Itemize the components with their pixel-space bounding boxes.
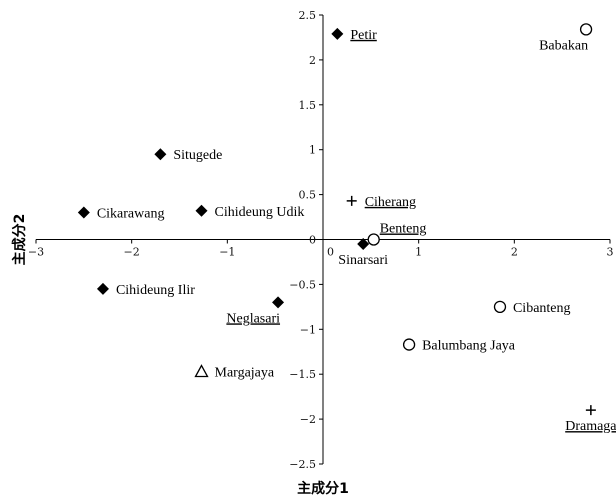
- point-ciherang: Ciherang: [346, 195, 416, 210]
- point-cihideung-ilir: Cihideung Ilir: [96, 282, 195, 298]
- point-label: Neglasari: [226, 311, 280, 326]
- plus-marker: [346, 195, 357, 206]
- point-label: Dramaga: [565, 419, 616, 434]
- y-ticks: 2.5 2 1.5 1 0.5 0 −0.5 −1 −1.5 −2 −2.5: [289, 9, 323, 471]
- y-tick-label: −2.5: [289, 458, 316, 471]
- x-tick-label: −3: [28, 246, 44, 259]
- point-sinarsari: Sinarsari: [338, 237, 388, 268]
- circle-marker: [493, 300, 507, 314]
- y-tick-label: 2: [309, 54, 316, 67]
- diamond-marker: [357, 237, 370, 250]
- point-label: Ciherang: [365, 195, 416, 210]
- x-tick-label: 1: [415, 246, 422, 259]
- point-balumbang-jaya: Balumbang Jaya: [402, 338, 516, 354]
- point-label: Cihideung Udik: [215, 205, 305, 220]
- point-margajaya: Margajaya: [194, 364, 275, 381]
- y-tick-label: 2.5: [299, 9, 317, 22]
- x-tick-label: −2: [124, 246, 140, 259]
- circle-marker: [402, 338, 416, 351]
- point-label: Cikarawang: [97, 207, 165, 222]
- circle-marker: [579, 23, 593, 36]
- y-tick-label: −1: [300, 323, 316, 336]
- point-cikarawang: Cikarawang: [77, 206, 165, 222]
- point-label: Babakan: [539, 38, 588, 53]
- point-cibanteng: Cibanteng: [493, 300, 571, 316]
- y-tick-label: 1.5: [299, 99, 317, 112]
- y-tick-label: −0.5: [289, 278, 316, 291]
- y-tick-label: −2: [300, 413, 316, 426]
- point-label: Situgede: [173, 148, 222, 163]
- circle-marker: [367, 233, 380, 246]
- diamond-marker: [154, 148, 167, 161]
- diamond-marker: [272, 296, 285, 309]
- plus-marker: [585, 405, 596, 416]
- x-axis-title: 主成分1: [297, 480, 349, 497]
- point-neglasari: Neglasari: [226, 296, 285, 326]
- y-tick-label: −1.5: [289, 368, 316, 381]
- x-ticks: −3 −2 −1 0 1 2 3: [28, 239, 614, 259]
- x-tick-label: 2: [511, 246, 518, 259]
- point-label: Margajaya: [215, 366, 275, 381]
- point-label: Cihideung Ilir: [116, 283, 195, 298]
- point-label: Cibanteng: [513, 301, 571, 316]
- point-label: Balumbang Jaya: [422, 339, 516, 354]
- x-tick-label: 3: [607, 246, 614, 259]
- point-label: Sinarsari: [338, 253, 388, 268]
- y-tick-label: 0.5: [299, 189, 317, 202]
- point-cihideung-udik: Cihideung Udik: [195, 204, 305, 220]
- point-dramaga: Dramaga: [565, 405, 616, 434]
- triangle-marker: [194, 364, 209, 378]
- diamond-marker: [96, 282, 109, 295]
- diamond-marker: [195, 204, 208, 217]
- point-situgede: Situgede: [154, 148, 222, 163]
- x-tick-label: −1: [219, 246, 235, 259]
- point-benteng: Benteng: [367, 222, 427, 246]
- y-tick-label: 0: [309, 234, 316, 247]
- y-tick-label: 1: [309, 144, 316, 157]
- diamond-marker: [331, 27, 344, 40]
- y-axis-title: 主成分2: [11, 214, 28, 266]
- data-points: Petir Babakan Situgede Cikarawang Cihideung …: [77, 23, 616, 434]
- point-petir: Petir: [331, 27, 377, 43]
- point-label: Petir: [350, 28, 377, 43]
- point-label: Benteng: [380, 222, 427, 237]
- diamond-marker: [77, 206, 90, 219]
- x-tick-label: 0: [327, 246, 334, 259]
- point-babakan: Babakan: [539, 23, 593, 53]
